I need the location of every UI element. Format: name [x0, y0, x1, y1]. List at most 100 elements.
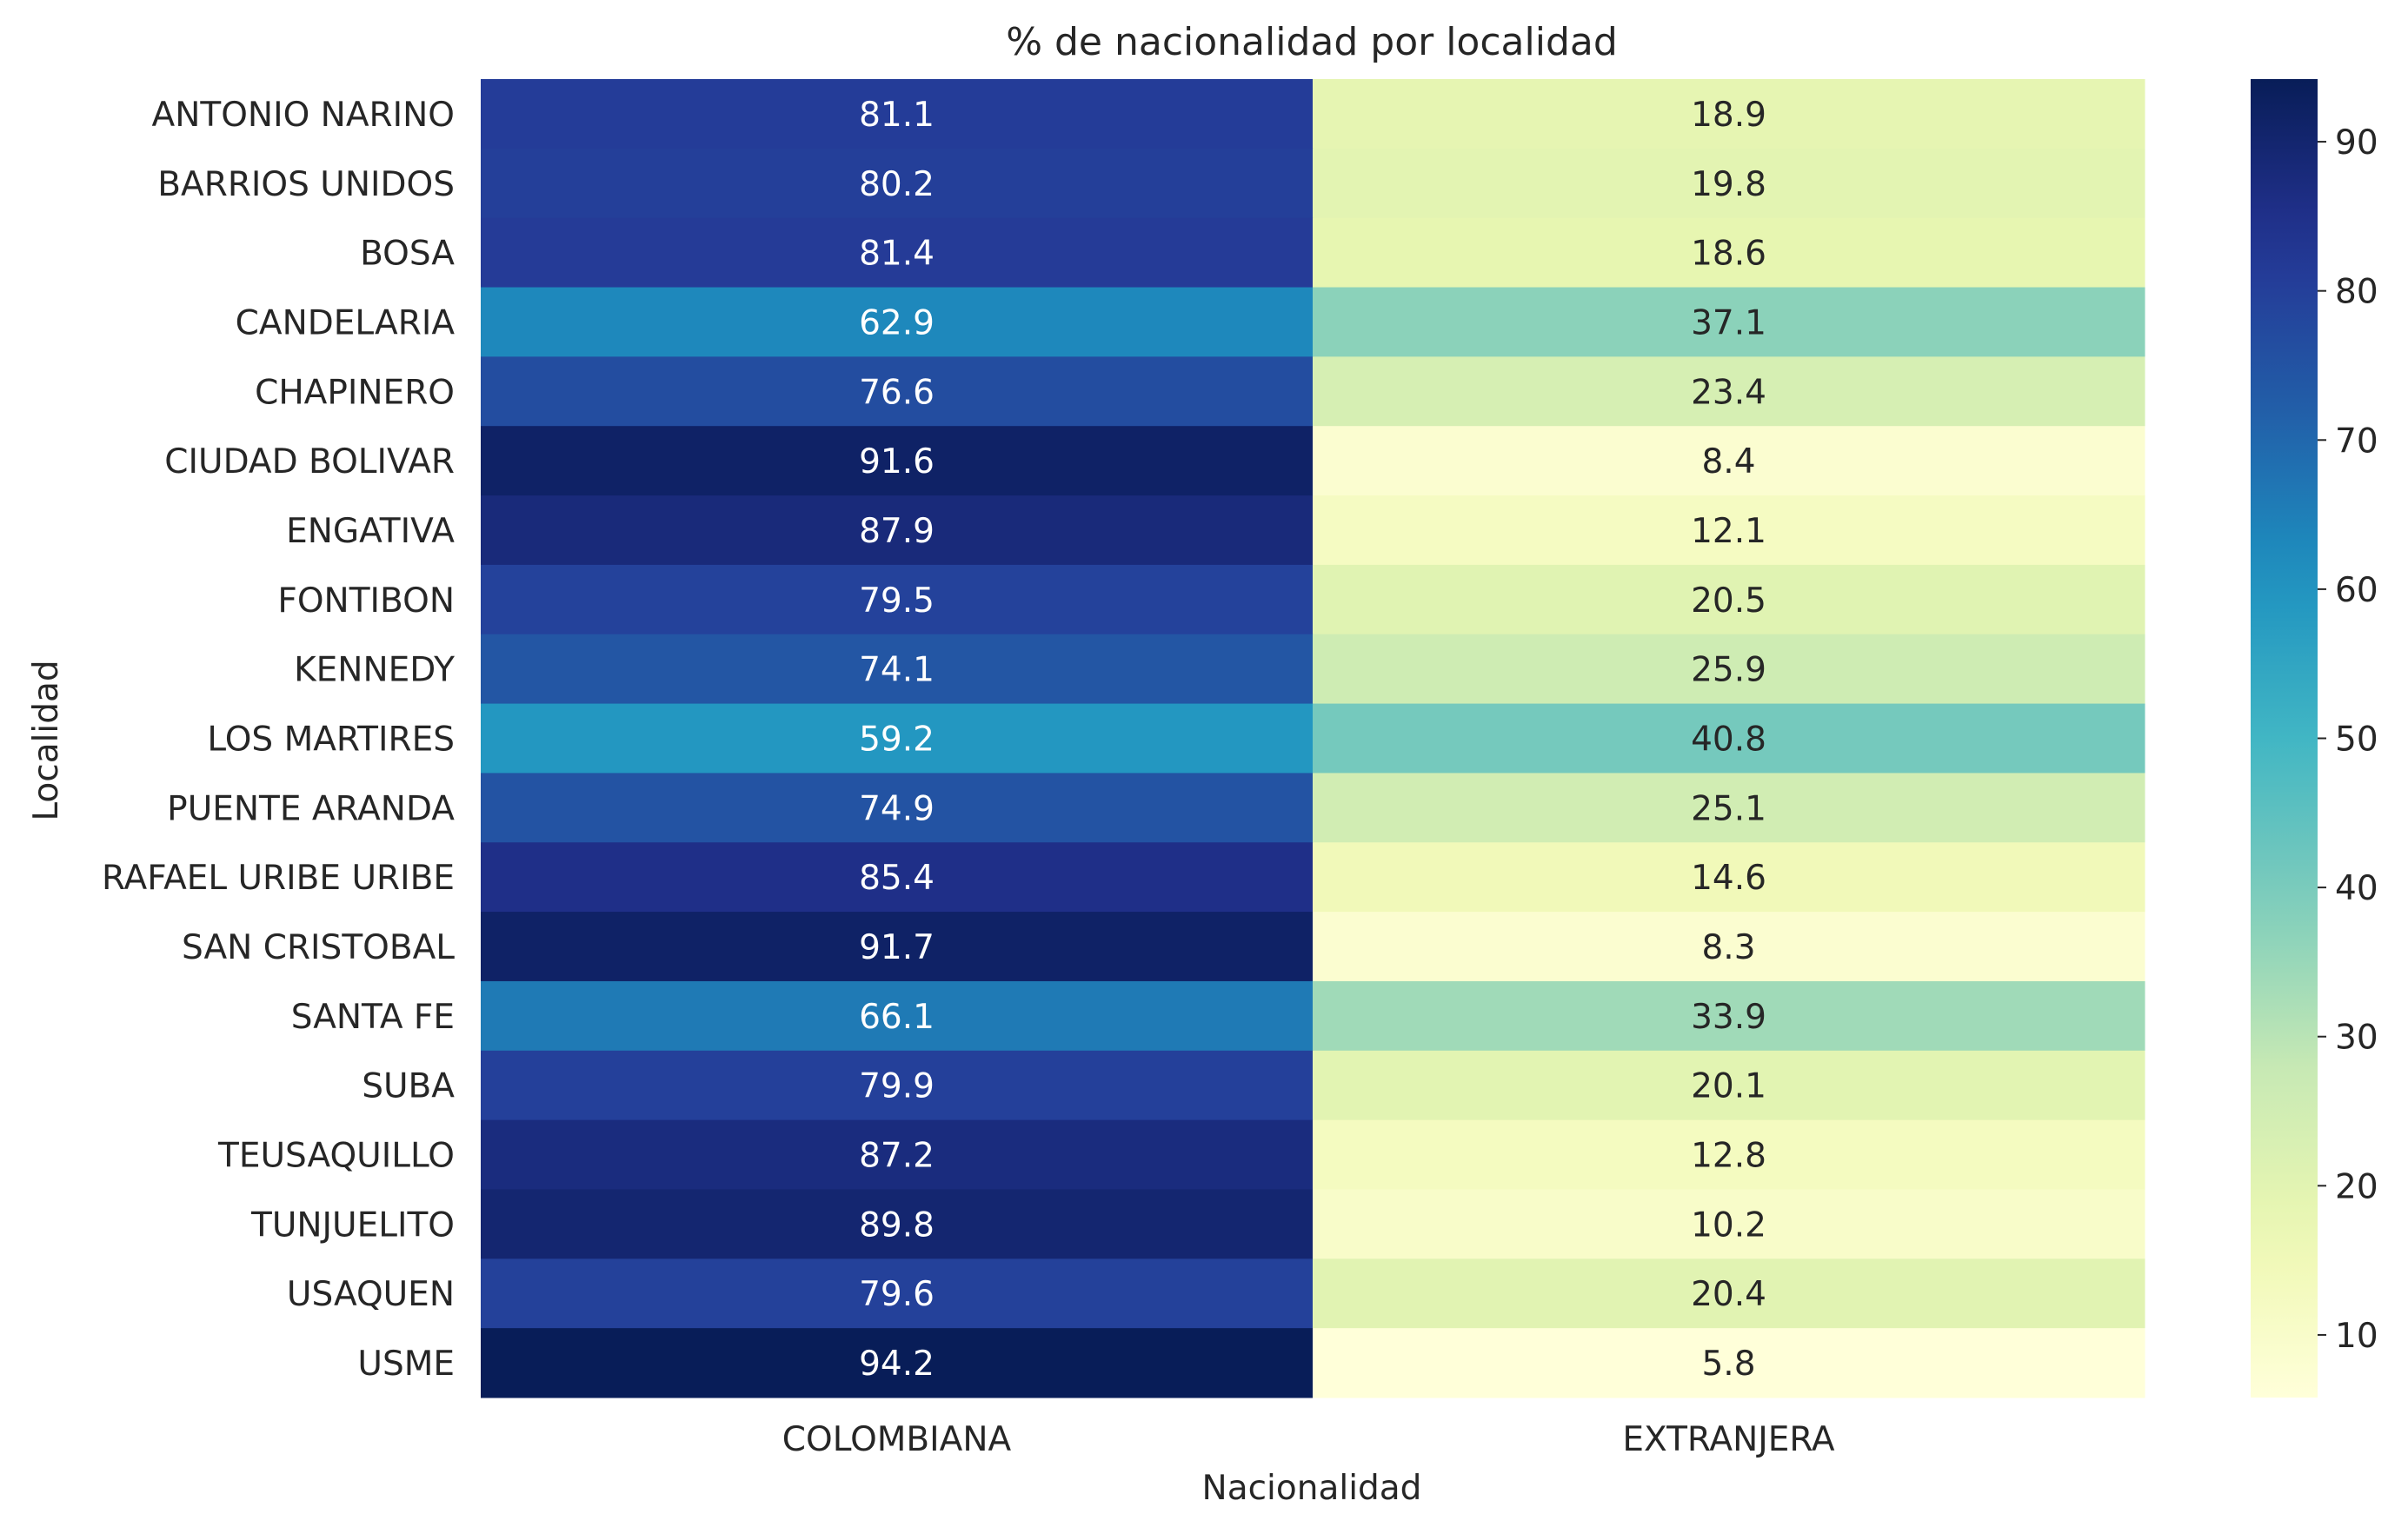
- cell-value-label: 25.9: [1691, 651, 1766, 690]
- heatmap-cell: [1313, 495, 2145, 566]
- chart-title: % de nacionalidad por localidad: [1006, 20, 1618, 64]
- cell-value-label: 10.2: [1691, 1205, 1766, 1245]
- heatmap-cell: [1313, 1189, 2145, 1259]
- cell-value-label: 19.8: [1691, 165, 1766, 204]
- heatmap-cell: [481, 564, 1314, 635]
- cell-value-label: 87.2: [859, 1137, 935, 1176]
- cell-value-label: 79.6: [859, 1275, 935, 1314]
- y-tick-label: SUBA: [362, 1067, 455, 1106]
- heatmap-cell: [481, 1119, 1314, 1190]
- heatmap-cell: [1313, 842, 2145, 913]
- cell-value-label: 40.8: [1691, 721, 1766, 760]
- cell-value-label: 20.4: [1691, 1275, 1766, 1314]
- heatmap-cell: [481, 634, 1314, 705]
- heatmap-cell: [481, 1328, 1314, 1398]
- colorbar-tick-label: 10: [2335, 1317, 2378, 1356]
- y-tick-label: KENNEDY: [294, 651, 455, 690]
- heatmap-cell: [481, 842, 1314, 913]
- heatmap-cell: [481, 980, 1314, 1052]
- colorbar-tick-label: 30: [2335, 1019, 2378, 1058]
- y-tick-label: TEUSAQUILLO: [217, 1137, 455, 1176]
- y-tick-label: PUENTE ARANDA: [167, 789, 455, 828]
- cell-value-label: 12.8: [1691, 1137, 1766, 1176]
- cell-value-label: 23.4: [1691, 373, 1766, 412]
- cell-value-label: 87.9: [859, 512, 935, 551]
- cell-value-label: 94.2: [859, 1345, 935, 1384]
- cell-value-label: 18.9: [1691, 96, 1766, 135]
- cell-value-label: 79.9: [859, 1067, 935, 1106]
- heatmap-cell: [481, 79, 1314, 149]
- cell-value-label: 89.8: [859, 1205, 935, 1245]
- cell-value-label: 5.8: [1701, 1345, 1755, 1384]
- heatmap-cell: [481, 495, 1314, 566]
- cell-value-label: 81.1: [859, 96, 935, 135]
- y-tick-label: CHAPINERO: [255, 373, 455, 412]
- y-tick-label: USME: [357, 1345, 455, 1384]
- x-axis-label: Nacionalidad: [1202, 1469, 1422, 1508]
- cell-value-label: 18.6: [1691, 235, 1766, 274]
- cell-value-label: 25.1: [1691, 789, 1766, 828]
- y-axis-label: Localidad: [27, 660, 66, 820]
- y-tick-label: ENGATIVA: [286, 512, 455, 551]
- heatmap-cell: [1313, 1328, 2145, 1398]
- heatmap-cell: [481, 1050, 1314, 1121]
- heatmap-cell: [481, 1189, 1314, 1259]
- heatmap-cell: [1313, 980, 2145, 1052]
- cell-value-label: 74.9: [859, 789, 935, 828]
- cell-value-label: 14.6: [1691, 859, 1766, 898]
- cell-value-label: 76.6: [859, 373, 935, 412]
- y-tick-label: SAN CRISTOBAL: [182, 928, 455, 967]
- y-tick-label: CANDELARIA: [236, 303, 456, 342]
- y-tick-label: SANTA FE: [291, 998, 455, 1037]
- cell-value-label: 80.2: [859, 165, 935, 204]
- heatmap-cell: [1313, 1119, 2145, 1190]
- y-tick-label: RAFAEL URIBE URIBE: [102, 859, 455, 898]
- cell-value-label: 8.3: [1701, 928, 1755, 967]
- cell-value-label: 74.1: [859, 651, 935, 690]
- cell-value-label: 62.9: [859, 303, 935, 342]
- colorbar-tick-label: 90: [2335, 123, 2378, 163]
- heatmap-cells: 81.1 18.9 80.2 19.8 81.4 18.6 62.9 37.1 76.6 23.4…: [481, 79, 2145, 1398]
- heatmap-cell: [481, 703, 1314, 774]
- cell-value-label: 66.1: [859, 998, 935, 1037]
- colorbar-tick-label: 80: [2335, 273, 2378, 312]
- cell-value-label: 91.6: [859, 442, 935, 481]
- colorbar-tick-label: 40: [2335, 869, 2378, 908]
- heatmap-cell: [481, 773, 1314, 843]
- cell-value-label: 20.5: [1691, 581, 1766, 621]
- y-tick-label: CIUDAD BOLIVAR: [164, 442, 455, 481]
- cell-value-label: 8.4: [1701, 442, 1755, 481]
- heatmap-cell: [1313, 217, 2145, 289]
- colorbar-ticks: 10 20 30 40 50 60 70 80 90: [2318, 123, 2378, 1356]
- heatmap-cell: [1313, 79, 2145, 149]
- y-tick-label: LOS MARTIRES: [207, 721, 455, 760]
- heatmap-cell: [1313, 356, 2145, 427]
- cell-value-label: 79.5: [859, 581, 935, 621]
- heatmap-cell: [1313, 287, 2145, 357]
- cell-value-label: 33.9: [1691, 998, 1766, 1037]
- heatmap-cell: [481, 1258, 1314, 1329]
- y-tick-label: FONTIBON: [277, 581, 455, 621]
- x-tick-label: COLOMBIANA: [782, 1420, 1012, 1459]
- x-tick-labels: COLOMBIANA EXTRANJERA: [782, 1420, 1835, 1459]
- heatmap-cell: [481, 912, 1314, 982]
- y-tick-label: USAQUEN: [287, 1275, 455, 1314]
- cell-value-label: 81.4: [859, 235, 935, 274]
- cell-value-label: 85.4: [859, 859, 935, 898]
- heatmap-cell: [1313, 148, 2145, 219]
- heatmap-cell: [1313, 564, 2145, 635]
- heatmap-cell: [481, 426, 1314, 496]
- heatmap-cell: [1313, 426, 2145, 496]
- heatmap-cell: [1313, 912, 2145, 982]
- heatmap-cell: [481, 217, 1314, 289]
- cell-value-label: 59.2: [859, 721, 935, 760]
- colorbar: [2251, 79, 2318, 1398]
- cell-value-label: 91.7: [859, 928, 935, 967]
- y-tick-label: TUNJUELITO: [250, 1205, 455, 1245]
- colorbar-tick-label: 50: [2335, 721, 2378, 760]
- cell-value-label: 12.1: [1691, 512, 1766, 551]
- heatmap-cell: [1313, 773, 2145, 843]
- heatmap-cell: [481, 356, 1314, 427]
- heatmap-cell: [1313, 1258, 2145, 1329]
